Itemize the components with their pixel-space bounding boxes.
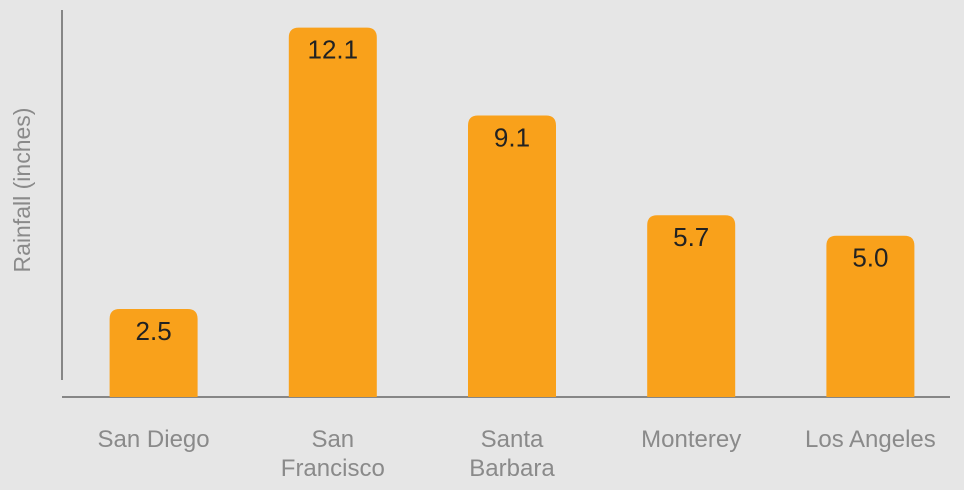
bar — [826, 235, 915, 397]
bar — [109, 309, 198, 397]
value-label: 5.0 — [852, 243, 888, 273]
value-label: 5.7 — [673, 222, 709, 252]
x-tick-label: Santa Barbara — [469, 426, 555, 482]
x-tick-label: San Francisco — [280, 426, 385, 482]
bar — [468, 115, 556, 397]
bar — [647, 215, 736, 397]
y-axis-label: Rainfall (inches) — [9, 108, 35, 273]
value-label: 9.1 — [494, 122, 530, 152]
value-label: 2.5 — [136, 316, 172, 346]
bar — [288, 27, 377, 397]
x-tick-label: Los Angeles — [805, 426, 936, 453]
x-tick-label: Monterey — [641, 426, 742, 453]
value-label: 12.1 — [307, 34, 358, 64]
x-tick-label: San Diego — [97, 426, 210, 453]
